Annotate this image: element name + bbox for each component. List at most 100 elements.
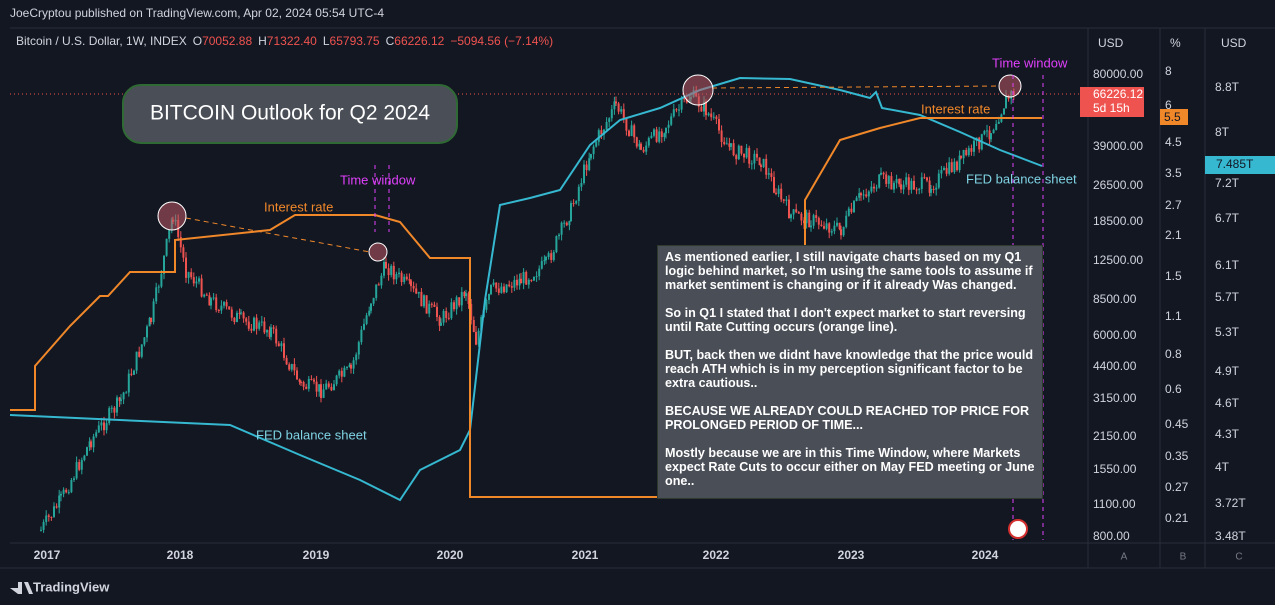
rate-tick-label: 8 — [1165, 64, 1172, 78]
price-tick-label: 12500.00 — [1093, 253, 1143, 267]
candle-body — [907, 177, 910, 190]
candle-body — [65, 489, 68, 493]
candle-body — [283, 343, 285, 358]
candle-body — [887, 176, 890, 184]
candle-body — [140, 344, 143, 357]
candle-body — [113, 407, 116, 413]
candle-body — [1003, 108, 1005, 115]
candle-body — [595, 141, 598, 147]
candle-body — [543, 260, 546, 262]
candle-body — [965, 150, 968, 156]
candle-body — [398, 272, 400, 275]
candle-body — [383, 261, 385, 276]
candle-body — [263, 321, 266, 333]
candle-body — [355, 354, 358, 361]
rate-tick-label: 3.5 — [1165, 166, 1182, 180]
candle-body — [608, 118, 611, 123]
candle-body — [445, 310, 448, 318]
candle-body — [258, 322, 261, 329]
candle-body — [635, 137, 638, 147]
highlight-circle — [368, 242, 388, 262]
note-paragraph: BECAUSE WE ALREADY COULD REACHED TOP PRI… — [665, 404, 1030, 432]
note-paragraph: BUT, back then we didnt have knowledge t… — [665, 348, 1034, 390]
candle-body — [986, 130, 988, 132]
candle-body — [745, 147, 748, 158]
candle-body — [795, 209, 798, 213]
candle-body — [327, 383, 330, 387]
candle-body — [978, 137, 981, 150]
fed-balance-line — [9, 76, 1043, 502]
candle-body — [858, 193, 861, 198]
candle-body — [116, 397, 118, 413]
candle-body — [667, 124, 670, 128]
candle-body — [540, 261, 543, 269]
candle-body — [600, 130, 603, 135]
candle-body — [236, 312, 238, 323]
candle-body — [615, 101, 617, 104]
candle-body — [330, 386, 333, 391]
candle-body — [73, 478, 75, 480]
candle-body — [157, 286, 160, 288]
candle-body — [770, 173, 773, 177]
candle-body — [932, 188, 935, 190]
current-rate: 5.5 — [1164, 110, 1181, 124]
candle-body — [870, 186, 873, 192]
candle-body — [455, 297, 458, 310]
candle-body — [200, 278, 203, 297]
candle-body — [730, 143, 732, 147]
candle-body — [740, 145, 743, 154]
candle-body — [937, 173, 940, 188]
candle-body — [760, 165, 762, 167]
candle-body — [325, 383, 328, 390]
candle-body — [1005, 95, 1007, 109]
price-tick-label: 1550.00 — [1093, 462, 1137, 476]
candle-body — [555, 236, 558, 253]
candle-body — [305, 386, 308, 389]
candle-body — [900, 184, 902, 190]
annotation: Interest rate — [264, 199, 333, 214]
candle-body — [447, 317, 450, 319]
candle-body — [735, 155, 738, 160]
candle-body — [86, 447, 88, 456]
candle-body — [40, 529, 42, 531]
candle-body — [773, 176, 775, 193]
legend-key: O — [193, 34, 202, 48]
highlight-circle — [157, 201, 187, 231]
candle-body — [70, 479, 73, 493]
price-tick-label: 3150.00 — [1093, 391, 1137, 405]
candle-body — [780, 188, 783, 200]
candle-body — [563, 222, 566, 224]
candle-body — [285, 357, 288, 365]
candle-body — [620, 109, 623, 112]
fed-badge — [1205, 156, 1275, 174]
candle-body — [225, 302, 228, 307]
rate-tick-label: 1.1 — [1165, 309, 1182, 323]
candle-body — [260, 321, 263, 323]
candle-body — [485, 300, 488, 310]
price-tick-label: 6000.00 — [1093, 328, 1137, 342]
candle-body — [488, 294, 490, 301]
candle-body — [253, 317, 255, 331]
candle-body — [992, 129, 995, 134]
candle-body — [830, 231, 833, 233]
candle-body — [415, 288, 418, 294]
flag-icon[interactable] — [1008, 519, 1028, 539]
current-fed: 7.485T — [1216, 157, 1254, 171]
candle-body — [198, 278, 200, 282]
candle-body — [165, 238, 168, 256]
candle-body — [580, 183, 583, 187]
candle-body — [90, 441, 92, 448]
candle-body — [875, 187, 878, 189]
candle-body — [577, 186, 580, 202]
candle-body — [400, 272, 403, 283]
candle-body — [395, 274, 398, 280]
candle-body — [370, 303, 372, 311]
candle-body — [352, 360, 355, 369]
candle-body — [797, 212, 800, 214]
rate-tick-label: 2.7 — [1165, 198, 1182, 212]
candle-body — [100, 422, 103, 426]
candle-body — [840, 229, 842, 236]
candle-body — [472, 320, 475, 332]
candle-body — [210, 298, 212, 306]
candle-body — [728, 143, 731, 147]
